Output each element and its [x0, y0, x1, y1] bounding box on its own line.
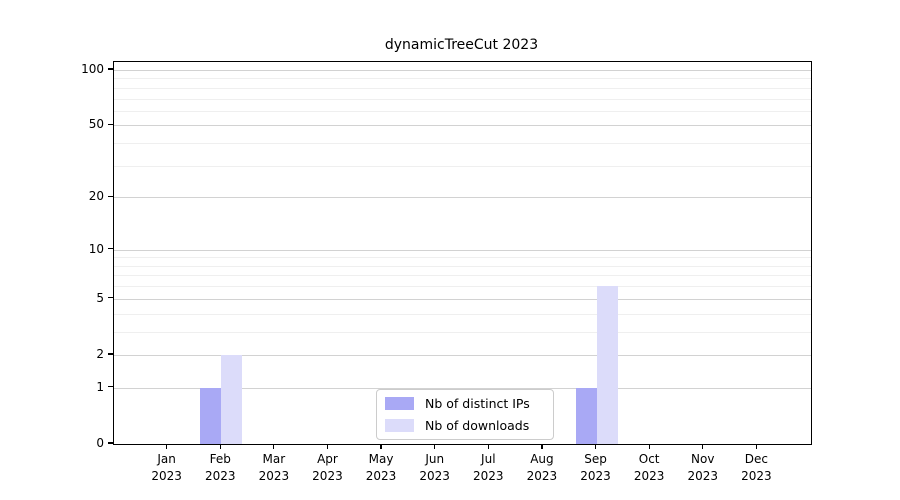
gridline-minor-3 — [114, 331, 811, 333]
y-tick-mark-10 — [108, 248, 113, 250]
x-tick-label-dec: Dec 2023 — [741, 452, 772, 483]
legend: Nb of distinct IPs Nb of downloads — [376, 389, 554, 440]
legend-swatch-downloads — [385, 419, 414, 432]
x-tick-label-aug: Aug 2023 — [526, 452, 558, 483]
x-tick-mark-jan — [166, 444, 168, 450]
y-tick-mark-5 — [108, 297, 113, 299]
y-tick-mark-50 — [108, 123, 113, 125]
gridline-1 — [114, 387, 811, 389]
bar-distinct-ips-feb — [200, 387, 222, 444]
gridline-10 — [114, 249, 811, 251]
y-tick-label-10: 10 — [88, 241, 104, 256]
x-tick-label-may: May 2023 — [365, 452, 397, 483]
y-tick-label-20: 20 — [88, 189, 104, 204]
y-tick-label-2: 2 — [96, 346, 104, 361]
legend-row-distinct-ips: Nb of distinct IPs — [385, 397, 543, 410]
gridline-100 — [114, 69, 811, 71]
y-tick-label-100: 100 — [81, 61, 104, 76]
y-tick-label-0: 0 — [96, 436, 104, 450]
gridline-2 — [114, 354, 811, 356]
x-tick-mark-apr — [326, 444, 329, 450]
gridline-minor-80 — [114, 87, 811, 89]
legend-row-downloads: Nb of downloads — [385, 419, 543, 432]
x-tick-label-jan: Jan 2023 — [151, 452, 182, 483]
x-tick-label-jun: Jun 2023 — [419, 452, 450, 483]
legend-label-downloads: Nb of downloads — [425, 418, 530, 433]
gridline-minor-8 — [114, 265, 811, 267]
y-tick-mark-20 — [108, 195, 113, 197]
x-tick-mark-sep — [594, 444, 597, 450]
x-tick-mark-mar — [273, 444, 275, 450]
y-tick-mark-1 — [108, 386, 113, 388]
y-tick-mark-2 — [108, 353, 113, 355]
legend-label-distinct-ips: Nb of distinct IPs — [425, 396, 530, 411]
x-tick-mark-oct — [648, 444, 650, 450]
bar-downloads-feb — [221, 354, 243, 444]
gridline-5 — [114, 298, 811, 300]
x-tick-mark-jun — [434, 444, 436, 450]
gridline-minor-90 — [114, 78, 811, 80]
y-tick-label-5: 5 — [96, 290, 104, 305]
x-tick-mark-dec — [755, 444, 757, 450]
bar-distinct-ips-sep — [575, 387, 597, 444]
y-tick-label-1: 1 — [96, 379, 104, 394]
x-tick-label-jul: Jul 2023 — [473, 452, 504, 483]
x-tick-label-sep: Sep 2023 — [580, 452, 611, 483]
x-tick-mark-may — [380, 444, 382, 450]
y-tick-label-50: 50 — [88, 117, 104, 132]
gridline-minor-70 — [114, 98, 811, 100]
gridline-minor-9 — [114, 257, 811, 259]
x-tick-label-oct: Oct 2023 — [633, 452, 665, 483]
x-tick-mark-nov — [702, 444, 704, 450]
gridline-50 — [114, 125, 811, 127]
gridline-minor-30 — [114, 165, 811, 167]
y-tick-mark-0 — [108, 442, 113, 444]
gridline-minor-60 — [114, 110, 811, 112]
x-tick-mark-aug — [541, 444, 543, 450]
x-tick-mark-feb — [219, 444, 221, 450]
gridline-minor-4 — [114, 313, 811, 315]
legend-swatch-distinct-ips — [385, 397, 414, 410]
x-tick-label-nov: Nov 2023 — [687, 452, 719, 483]
chart-title: dynamicTreeCut 2023 — [384, 37, 539, 53]
gridline-20 — [114, 197, 811, 199]
x-tick-label-feb: Feb 2023 — [204, 452, 236, 483]
bar-downloads-sep — [596, 286, 618, 444]
x-tick-label-mar: Mar 2023 — [258, 452, 290, 483]
x-tick-label-apr: Apr 2023 — [312, 452, 343, 483]
gridline-minor-6 — [114, 286, 811, 288]
x-tick-mark-jul — [487, 444, 489, 450]
plot-area — [113, 61, 812, 445]
gridline-minor-7 — [114, 275, 811, 277]
y-tick-mark-100 — [108, 68, 113, 70]
gridline-minor-40 — [114, 143, 811, 145]
